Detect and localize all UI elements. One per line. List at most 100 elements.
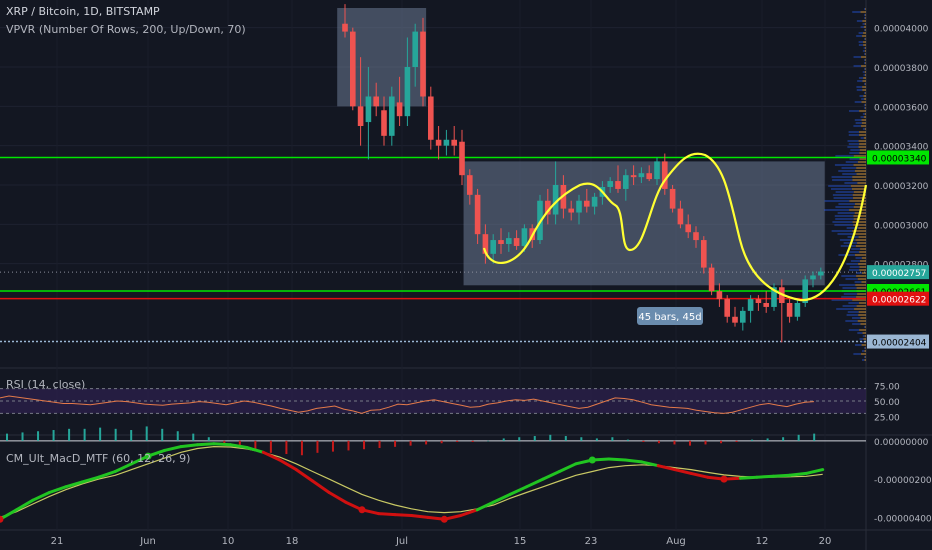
macd-histogram-bar: [549, 434, 552, 441]
volume-profile-bar: [835, 191, 854, 193]
macd-histogram-bar: [331, 440, 334, 452]
candle-body: [428, 96, 434, 140]
candle-body: [732, 316, 738, 323]
macd-histogram-bar: [238, 440, 241, 447]
macd-tick-label: -0.00000400: [874, 514, 932, 524]
macd-histogram-bar: [673, 440, 676, 445]
volume-profile-bar: [849, 158, 860, 160]
volume-profile-bar: [865, 53, 866, 55]
volume-profile-bar: [853, 218, 866, 220]
macd-line-segment: [113, 462, 134, 473]
macd-histogram-bar: [626, 439, 629, 441]
volume-profile-bar: [864, 17, 866, 19]
macd-cross-marker: [720, 475, 728, 483]
price-tick-label: 0.00004000: [874, 25, 929, 35]
volume-profile-bar: [860, 248, 866, 250]
macd-histogram-bar: [766, 438, 769, 441]
date-tick-label: 20: [819, 536, 832, 547]
rsi-tick-label: 75.00: [874, 383, 900, 393]
volume-profile-bar: [841, 296, 857, 298]
volume-profile-bar: [861, 65, 866, 67]
macd-line-segment: [492, 492, 512, 504]
volume-profile-bar: [865, 29, 866, 31]
macd-histogram-bar: [735, 440, 738, 443]
date-tick-label: 21: [51, 536, 64, 547]
volume-profile-bar: [852, 179, 866, 181]
macd-histogram-bar: [751, 439, 754, 441]
macd-histogram-bar: [782, 437, 785, 441]
volume-profile-bar: [863, 116, 866, 118]
macd-histogram-bar: [518, 437, 521, 441]
volume-profile-bar: [838, 203, 855, 205]
macd-histogram-bar: [145, 426, 148, 441]
volume-profile-bar: [853, 197, 866, 199]
macd-line-segment: [640, 460, 660, 468]
measurement-label: 45 bars, 45d: [638, 312, 701, 323]
candle-body: [568, 208, 574, 213]
candle-body: [654, 161, 660, 180]
macd-histogram-bar: [176, 431, 179, 441]
volume-profile-bar: [854, 119, 862, 121]
macd-line-segment: [623, 458, 644, 464]
volume-profile-bar: [853, 206, 866, 208]
volume-profile-bar: [831, 299, 853, 301]
volume-profile-bar: [855, 344, 862, 346]
volume-profile-bar: [846, 314, 859, 316]
volume-profile-bar: [850, 260, 860, 262]
volume-profile-bar: [863, 104, 866, 106]
volume-profile-bar: [864, 335, 866, 337]
volume-profile-bar: [848, 134, 860, 136]
macd-histogram-bar: [52, 430, 55, 441]
date-tick-label: Jul: [395, 536, 408, 547]
volume-profile-bar: [859, 329, 866, 331]
macd-tick-label: -0.00000200: [874, 476, 932, 486]
volume-profile-bar: [847, 311, 859, 313]
macd-histogram-bar: [161, 428, 164, 441]
macd-line-segment: [393, 513, 413, 517]
volume-profile-bar: [856, 305, 866, 307]
volume-profile-bar: [852, 323, 861, 325]
macd-histogram-bar: [657, 440, 660, 444]
volume-profile-bar: [859, 131, 866, 133]
volume-profile-bar: [856, 86, 863, 88]
macd-line-segment: [31, 491, 51, 502]
volume-profile-bar: [852, 299, 866, 301]
candle-body: [623, 175, 629, 189]
macd-line-segment: [673, 468, 693, 475]
price-axis-badge: [867, 291, 929, 306]
candle-body: [490, 240, 496, 254]
volume-profile-bar: [864, 8, 866, 10]
candle-body: [482, 234, 489, 254]
volume-profile-bar: [849, 200, 866, 202]
volume-profile-bar: [855, 239, 866, 241]
volume-profile-bar: [861, 257, 866, 259]
volume-profile-bar: [854, 170, 866, 172]
volume-profile-bar: [858, 41, 864, 43]
candle-body: [591, 196, 598, 207]
macd-line-segment: [557, 462, 578, 473]
volume-profile-bar: [865, 47, 866, 49]
volume-profile-bar: [865, 74, 866, 76]
volume-profile-bar: [864, 98, 866, 100]
macd-histogram-bar: [114, 428, 117, 441]
volume-profile-bar: [853, 191, 866, 193]
volume-profile-bar: [832, 194, 853, 196]
volume-profile-bar: [859, 134, 866, 136]
volume-profile-bar: [859, 95, 864, 97]
macd-line-segment: [212, 442, 232, 447]
chart-title: XRP / Bitcoin, 1D, BITSTAMP: [6, 5, 160, 18]
macd-histogram-bar: [704, 440, 707, 445]
volume-profile-bar: [856, 167, 866, 169]
volume-profile-bar: [856, 275, 866, 277]
volume-profile-bar: [842, 287, 857, 289]
macd-histogram-bar: [285, 440, 288, 455]
macd-line-segment: [788, 471, 808, 477]
volume-profile-bar: [850, 149, 860, 151]
volume-profile-bar: [834, 215, 854, 217]
macd-histogram-bar: [300, 440, 303, 456]
volume-profile-bar: [864, 50, 866, 52]
volume-profile-bar: [864, 38, 866, 40]
volume-profile-bar: [840, 245, 856, 247]
candle-body: [685, 224, 691, 233]
